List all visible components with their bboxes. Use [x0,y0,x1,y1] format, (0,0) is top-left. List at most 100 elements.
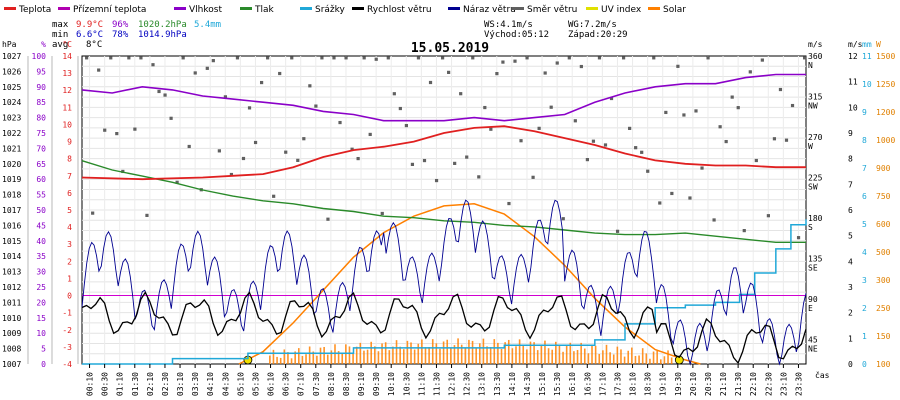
left-axes: hPa1027102610251024102310221021102010191… [2,40,79,369]
axis-tick-label: 13 [62,69,72,78]
wind-direction-point [453,161,457,165]
solar-bar [345,344,347,364]
info-text: WG:7.2m/s [568,20,617,30]
solar-bar [551,349,553,364]
solar-bar [573,351,575,364]
solar-bar [417,343,420,364]
legend-swatch [58,7,70,10]
solar-bar [388,350,391,364]
wind-direction-point [760,58,764,62]
x-tick-label: 14:10 [508,372,517,396]
wind-direction-point [519,139,523,143]
solar-bar [319,347,322,364]
solar-bar [659,359,662,364]
wind-direction-point [700,166,704,170]
chart-title: 15.05.2019 [411,41,489,56]
axis-tick-label: 1500 [876,52,895,61]
axis-tick-label: 0 [41,360,46,369]
axis-tick-label: 8 [848,155,853,164]
wind-direction-point [579,64,583,69]
x-tick-label: 09:30 [372,372,381,396]
axis-tick-label: 1023 [2,114,21,123]
axis-tick-label: 7 [67,172,72,181]
axis-tick-label: 270 [808,133,823,142]
x-tick-label: 21:30 [734,372,743,396]
solar-bar [446,339,449,364]
wind-direction-point [410,162,415,166]
solar-bar [377,351,380,364]
solar-bar [533,342,535,364]
wind-direction-point [495,72,499,76]
axis-tick-label: 1026 [2,67,21,76]
solar-bar [428,347,430,364]
wind-direction-point [127,56,131,60]
axis-tick-label: 5 [848,232,853,241]
legend-label: Směr větru [527,5,577,15]
axis-tick-label: 5 [67,206,72,215]
axis-tick-label: 300 [876,276,891,285]
wind-direction-point [109,56,113,60]
stats-value: 6.6°C [76,30,103,40]
wind-direction-point [549,105,553,109]
solar-bar [326,354,329,364]
x-tick-label: 18:10 [629,372,638,396]
solar-bar [612,354,615,364]
solar-bar [478,343,481,364]
legend-swatch [240,7,252,10]
wind-direction-point [447,70,451,74]
solar-bar [290,358,293,364]
axis-tick-label: 6 [862,192,867,201]
axis-tick-label: 10 [862,80,872,89]
axis-tick-label: 15 [36,314,46,323]
solar-bar [631,347,633,364]
axis-tick-label: 1020 [2,160,21,169]
solar-bar [616,346,619,364]
solar-bar [591,345,593,364]
axis-tick-label: 750 [876,192,891,201]
solar-bar [649,358,651,364]
solar-bar [352,353,354,364]
solar-bar [384,342,387,364]
solar-bar [392,346,394,364]
axis-label: W [876,40,881,49]
x-tick-label: 05:30 [251,372,260,396]
axis-tick-label: 3 [67,240,72,249]
axis-tick-label: 225 [808,173,823,182]
solar-bar [301,355,304,364]
axis-tick-label: 1022 [2,129,21,138]
legend-swatch [352,7,364,10]
axis-tick-label: 9 [848,129,853,138]
solar-bar [399,346,401,364]
axis-tick-label: 7 [848,180,853,189]
axis-tick-label: 1024 [2,98,21,107]
axis-tick-label: 11 [848,78,858,87]
solar-bar [518,339,521,364]
solar-bar [536,350,539,364]
axis-tick-label: 8 [67,155,72,164]
wind-direction-point [428,80,433,85]
x-tick-label: 18:30 [644,372,653,396]
axis-tick-label: -3 [62,343,72,352]
axis-tick-label: 40 [36,237,46,246]
wind-direction-point [489,127,493,131]
wind-direction-point [326,217,330,221]
axis-tick-label: NE [808,344,818,353]
solar-bar [641,348,644,364]
axis-tick-label: 0 [862,360,867,369]
solar-bar [312,351,315,364]
axis-tick-label: 900 [876,164,891,173]
x-tick-label: 19:10 [659,372,668,396]
wind-direction-point [591,139,596,143]
solar-bar [381,343,383,364]
wind-direction-point [290,56,294,60]
wind-direction-point [115,132,119,136]
solar-bar [395,340,398,364]
legend: Teplota Přízemní teplota Vlhkost Tlak Srážky… [4,5,686,15]
stats-value: 1014.9hPa [138,30,187,40]
solar-bar [507,339,510,364]
axis-tick-label: 600 [876,220,891,229]
axis-label: mm [862,40,872,49]
solar-bar [562,351,564,364]
wind-direction-point [434,178,439,183]
wind-direction-point [784,138,789,142]
